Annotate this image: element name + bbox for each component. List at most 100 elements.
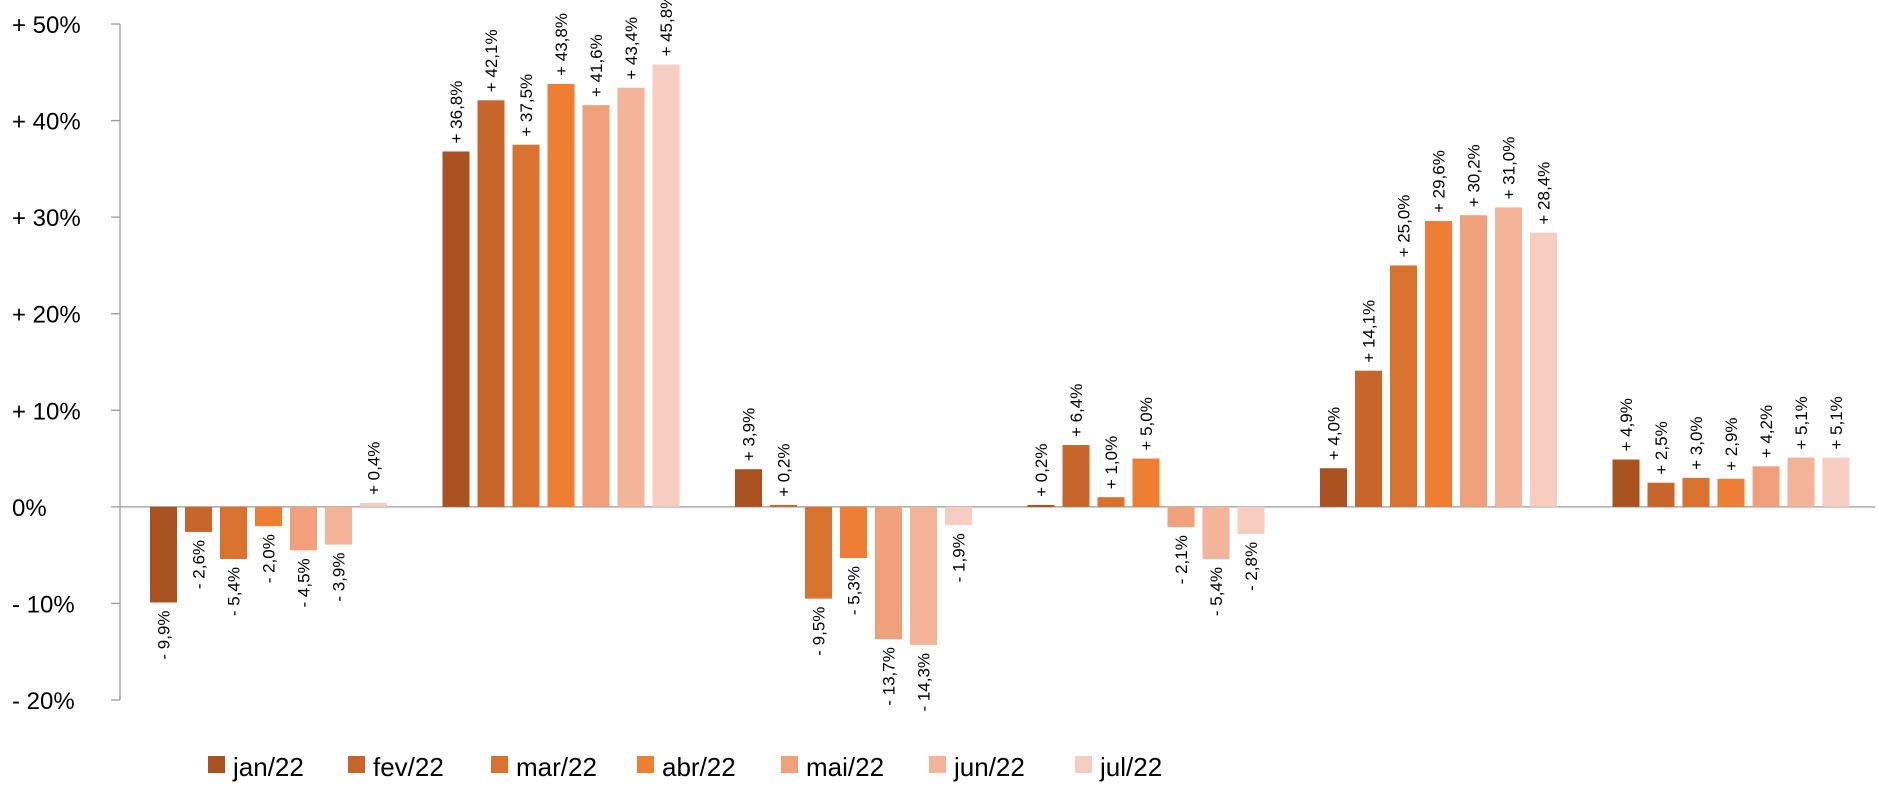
bar-jan-22-group-1 [150,506,177,603]
legend-swatch [1075,756,1092,773]
legend-swatch [781,756,798,773]
bar-fev-22-group-1 [185,506,212,532]
y-tick-label: + 30% [12,205,81,232]
bar-jul-22-group-6 [1822,457,1850,507]
data-label: + 45,8% [657,0,676,57]
legend-item-jun-22: jun/22 [929,752,1025,782]
bar-jun-22-group-3 [910,506,937,645]
data-label: + 37,5% [517,74,536,137]
legend-item-abr-22: abr/22 [637,752,736,782]
data-label: - 9,9% [155,610,174,659]
bar-fev-22-group-3 [770,504,797,507]
legend-item-fev-22: fev/22 [348,752,444,782]
bar-jan-22-group-3 [735,469,762,507]
data-label: + 43,4% [622,17,641,80]
data-label: + 4,9% [1617,398,1636,451]
bar-fev-22-group-5 [1355,370,1382,507]
data-label: - 5,4% [225,567,244,616]
bar-abr-22-group-3 [840,506,867,559]
bar-abr-22-group-5 [1425,221,1452,507]
data-label: - 2,6% [190,540,209,589]
bar-fev-22-group-6 [1647,482,1675,507]
data-label: + 30,2% [1465,144,1484,207]
data-label: - 13,7% [880,647,899,706]
legend-label: mar/22 [516,752,597,782]
bar-jun-22-group-1 [325,506,352,545]
data-label: + 14,1% [1360,300,1379,363]
data-label: - 4,5% [295,558,314,607]
legend-swatch [208,756,225,773]
data-label: + 28,4% [1535,162,1554,225]
bar-mar-22-group-3 [805,506,832,599]
bar-jul-22-group-5 [1530,232,1557,507]
bar-mar-22-group-6 [1682,477,1710,507]
data-label: - 9,5% [810,607,829,656]
bar-mar-22-group-2 [512,144,540,507]
bar-mai-22-group-5 [1460,215,1487,507]
data-label: + 0,2% [1032,444,1051,497]
data-label: - 2,8% [1242,542,1261,591]
y-tick-label: + 10% [12,398,81,425]
data-label: - 1,9% [950,533,969,582]
bar-jan-22-group-6 [1612,459,1640,507]
legend-item-mar-22: mar/22 [491,752,597,782]
data-label: + 5,1% [1827,396,1846,449]
data-label: + 29,6% [1430,150,1449,213]
bar-jan-22-group-5 [1320,468,1347,507]
data-label: - 2,1% [1172,535,1191,584]
legend-swatch [929,756,946,773]
bar-jul-22-group-1 [360,502,387,507]
data-label: - 3,9% [330,553,349,602]
bar-jul-22-group-2 [652,64,680,507]
legend-label: jan/22 [232,752,304,782]
data-label: - 5,4% [1207,567,1226,616]
data-label: + 4,0% [1325,407,1344,460]
legend-label: mai/22 [806,752,884,782]
data-label: + 31,0% [1500,137,1519,200]
legend-swatch [491,756,508,773]
y-tick-label: 0% [12,495,47,522]
y-tick-label: + 20% [12,302,81,329]
y-axis: + 50% + 40% + 30% + 20% + 10% 0% - 10% - 20% [12,12,121,715]
bar-jan-22-group-4 [1027,504,1055,507]
data-label: + 2,9% [1722,417,1741,470]
data-label: + 25,0% [1395,195,1414,258]
data-label: + 0,4% [365,442,384,495]
legend-label: fev/22 [373,752,444,782]
data-label: + 1,0% [1102,436,1121,489]
data-label: + 0,2% [775,444,794,497]
bar-abr-22-group-2 [547,83,575,507]
legend-item-mai-22: mai/22 [781,752,884,782]
data-label: + 43,8% [552,13,571,76]
legend-label: jun/22 [953,752,1025,782]
legend-swatch [637,756,654,773]
data-label: + 5,1% [1792,396,1811,449]
bar-mai-22-group-3 [875,506,902,640]
data-label: - 5,3% [845,566,864,615]
y-tick-label: + 40% [12,109,81,136]
data-label: + 5,0% [1137,397,1156,450]
data-label: + 36,8% [447,81,466,144]
y-tick-label: - 20% [12,688,75,715]
data-label: + 3,9% [740,408,759,461]
bar-abr-22-group-1 [255,506,282,527]
data-label: + 3,0% [1687,416,1706,469]
bar-jun-22-group-5 [1495,207,1522,507]
bar-mar-22-group-4 [1097,497,1125,507]
bar-jul-22-group-3 [945,506,972,526]
legend-item-jan-22: jan/22 [208,752,304,782]
bar-jun-22-group-4 [1202,506,1230,560]
bar-mai-22-group-6 [1752,466,1780,507]
bar-fev-22-group-4 [1062,445,1090,507]
bar-jan-22-group-2 [442,151,470,507]
legend-label: abr/22 [662,752,736,782]
data-label: - 14,3% [915,653,934,712]
bar-jun-22-group-2 [617,87,645,507]
data-label: - 2,0% [260,534,279,583]
bar-mai-22-group-4 [1167,506,1195,528]
y-tick-label: - 10% [12,591,75,618]
bar-mai-22-group-1 [290,506,317,551]
y-tick-label: + 50% [12,12,81,39]
legend-item-jul-22: jul/22 [1075,752,1162,782]
